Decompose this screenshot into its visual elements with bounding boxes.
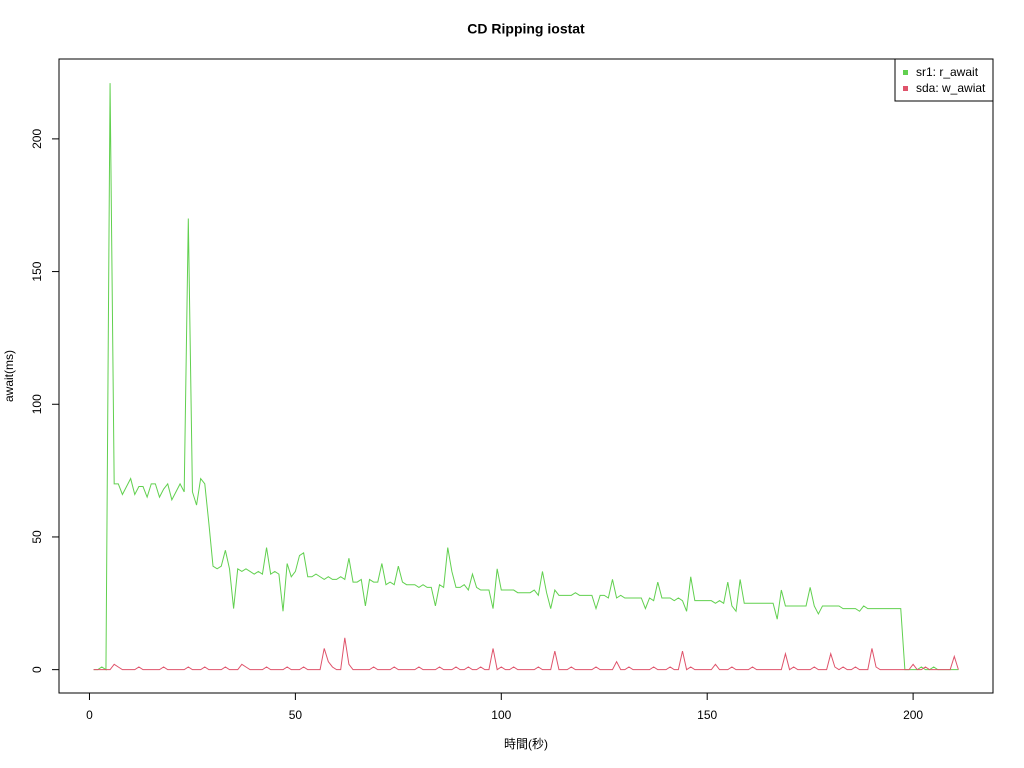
data-line [93,637,959,671]
legend-box [894,58,994,102]
legend-label: sr1: r_await [916,65,979,79]
plot-frame [58,58,994,694]
x-axis-label: 時間(秒) [504,737,548,751]
y-tick-label: 100 [30,394,44,414]
x-tick-label: 150 [697,708,717,722]
chart-title: CD Ripping iostat [467,21,585,37]
y-tick-label: 50 [30,530,44,544]
x-tick-label: 0 [86,708,93,722]
legend-swatch [903,86,908,91]
data-line [93,83,959,671]
legend: sr1: r_await sda: w_awiat [894,58,994,102]
y-tick-label: 150 [30,261,44,281]
y-tick-label: 200 [30,129,44,149]
legend-label: sda: w_awiat [916,81,986,95]
y-axis-label: await(ms) [2,350,16,402]
x-tick-label: 50 [289,708,303,722]
x-tick-label: 200 [903,708,923,722]
legend-swatch [903,70,908,75]
y-tick-label: 0 [30,666,44,673]
x-tick-label: 100 [491,708,511,722]
